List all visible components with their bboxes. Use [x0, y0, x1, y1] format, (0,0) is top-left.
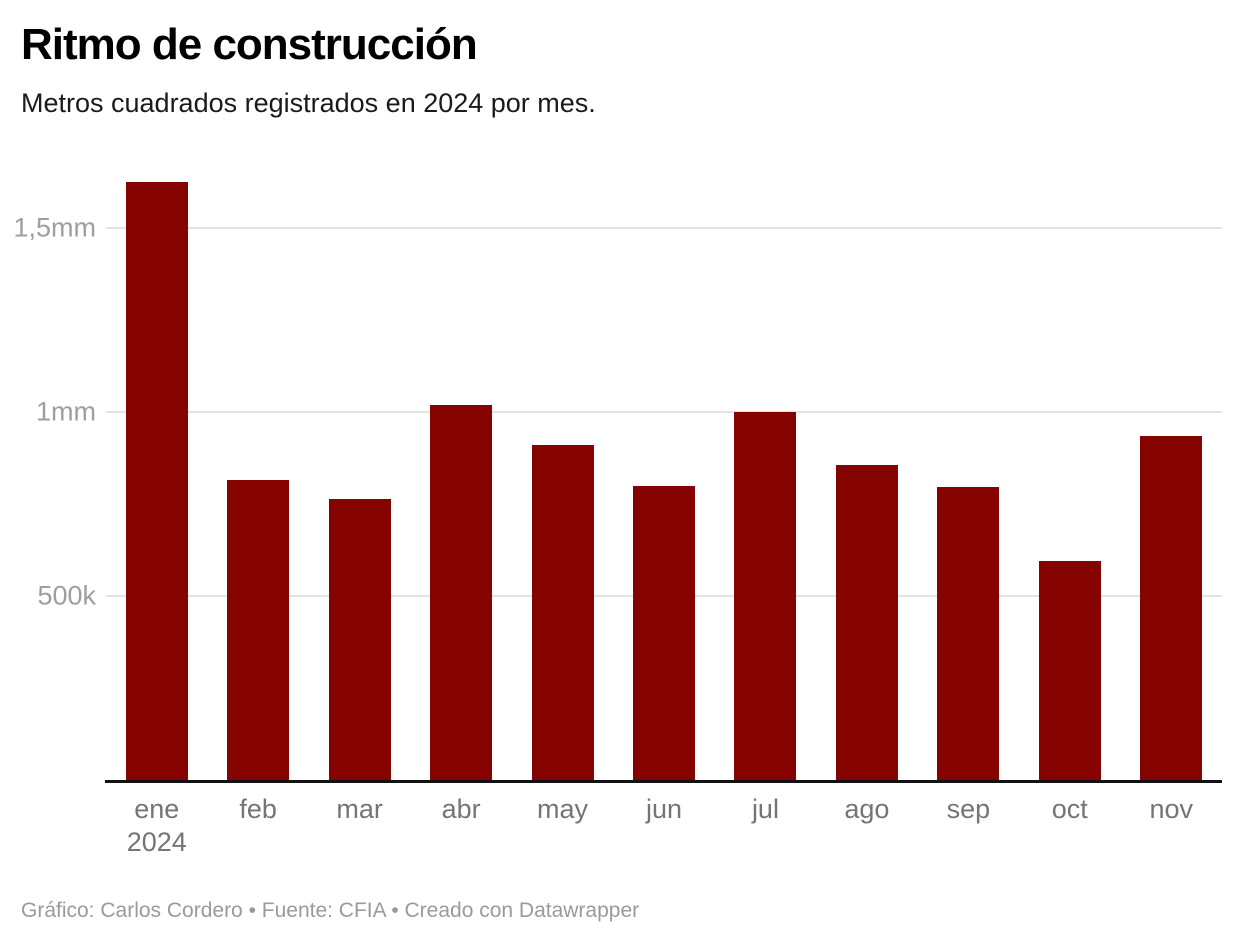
bar-ago[interactable]: [835, 465, 898, 780]
bar-column-may: [512, 160, 613, 780]
bar-sep[interactable]: [937, 487, 1000, 780]
x-tick-label-jun: jun: [613, 793, 714, 859]
x-tick-line: abr: [441, 794, 481, 824]
x-tick-line: oct: [1051, 794, 1088, 824]
x-axis-line: [105, 780, 1222, 783]
y-tick-label-500k: 500k: [37, 580, 96, 611]
x-tick-line: ago: [844, 794, 890, 824]
x-tick-line: mar: [336, 794, 383, 824]
bar-oct[interactable]: [1038, 561, 1101, 780]
x-tick-label-ago: ago: [816, 793, 917, 859]
x-tick-label-feb: feb: [207, 793, 308, 859]
x-tick-line: 2024: [126, 827, 187, 857]
x-tick-line: nov: [1149, 794, 1194, 824]
bar-column-ene-2024: [106, 160, 207, 780]
gridline-1,5mm: [106, 227, 1222, 230]
bar-column-jul: [715, 160, 816, 780]
plot-area: [105, 160, 1222, 783]
bar-column-jun: [613, 160, 714, 780]
y-tick-label-1,5mm: 1,5mm: [13, 212, 96, 243]
bar-column-abr: [410, 160, 511, 780]
x-tick-line: jul: [751, 794, 779, 824]
gridline-1mm: [106, 411, 1222, 414]
x-tick-label-may: may: [512, 793, 613, 859]
x-tick-line: ene: [134, 794, 180, 824]
x-tick-label-oct: oct: [1019, 793, 1120, 859]
chart-footer-byline: Gráfico: Carlos Cordero • Fuente: CFIA •…: [21, 899, 640, 922]
bar-column-nov: [1121, 160, 1222, 780]
bar-column-sep: [918, 160, 1019, 780]
x-tick-label-jul: jul: [715, 793, 816, 859]
bar-nov[interactable]: [1140, 435, 1203, 780]
chart-title: Ritmo de construcción: [21, 20, 478, 69]
bar-column-mar: [309, 160, 410, 780]
x-tick-label-nov: nov: [1121, 793, 1222, 859]
bar-column-oct: [1019, 160, 1120, 780]
bar-mar[interactable]: [328, 498, 391, 780]
x-tick-label-sep: sep: [918, 793, 1019, 859]
bar-column-feb: [207, 160, 308, 780]
x-tick-label-abr: abr: [410, 793, 511, 859]
bars-layer: [106, 160, 1222, 780]
bar-jul[interactable]: [734, 412, 797, 780]
y-axis-labels: 500k 1mm 1,5mm: [0, 160, 96, 780]
chart-subtitle: Metros cuadrados registrados en 2024 por…: [21, 88, 596, 118]
bar-feb[interactable]: [227, 480, 290, 780]
x-tick-label-ene-2024: ene 2024: [106, 793, 207, 859]
x-tick-line: jun: [645, 794, 682, 824]
bar-column-ago: [816, 160, 917, 780]
x-tick-line: feb: [239, 794, 277, 824]
bar-jun[interactable]: [632, 485, 695, 780]
x-tick-label-mar: mar: [309, 793, 410, 859]
x-tick-line: may: [537, 794, 589, 824]
x-axis-labels: ene 2024 feb mar abr may jun jul ago sep oct nov: [106, 793, 1222, 859]
bar-may[interactable]: [531, 445, 594, 780]
x-tick-line: sep: [946, 794, 991, 824]
bar-abr[interactable]: [430, 404, 493, 780]
bar-ene-2024[interactable]: [125, 182, 188, 780]
y-tick-label-1mm: 1mm: [36, 396, 96, 427]
